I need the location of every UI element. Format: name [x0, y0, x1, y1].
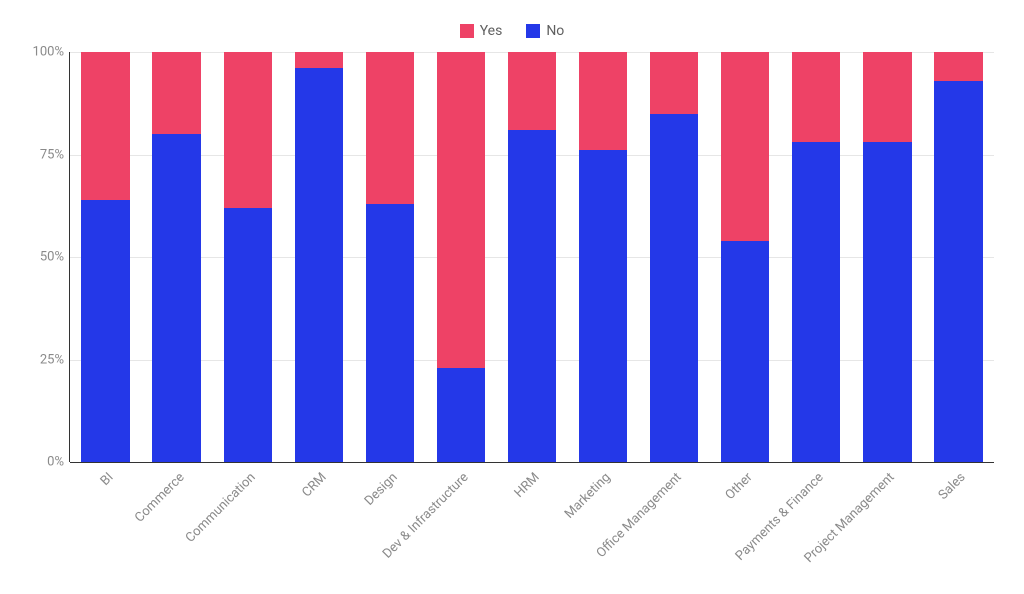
bar-slot [70, 52, 141, 462]
bar-segment-no [366, 204, 414, 462]
y-tick-label: 50% [20, 250, 64, 265]
bar-slot [496, 52, 567, 462]
bar-segment-no [224, 208, 272, 462]
x-label-slot: HRM [496, 462, 567, 572]
stacked-bar [152, 52, 200, 462]
bars-row [70, 52, 994, 462]
bar-segment-no [437, 368, 485, 462]
y-axis-line [69, 52, 70, 462]
bar-segment-yes [437, 52, 485, 368]
y-tick-label: 25% [20, 352, 64, 367]
y-tick-label: 100% [20, 45, 64, 60]
stacked-bar [792, 52, 840, 462]
bar-slot [141, 52, 212, 462]
x-label-slot: BI [70, 462, 141, 572]
bar-segment-no [81, 200, 129, 462]
bar-segment-no [508, 130, 556, 462]
stacked-bar [295, 52, 343, 462]
bar-slot [568, 52, 639, 462]
bar-segment-yes [721, 52, 769, 241]
stacked-bar [934, 52, 982, 462]
x-tick-label: Marketing [562, 470, 614, 522]
plot-area: 0%25%50%75%100% [70, 52, 994, 462]
legend-swatch-no [526, 24, 540, 38]
x-tick-label: Other [723, 470, 756, 503]
bar-slot [781, 52, 852, 462]
x-tick-label: BI [97, 470, 116, 489]
bar-segment-yes [224, 52, 272, 208]
bar-slot [923, 52, 994, 462]
bar-segment-no [295, 68, 343, 462]
x-tick-label: HRM [512, 470, 543, 501]
stacked-bar [366, 52, 414, 462]
bar-segment-no [650, 114, 698, 463]
bar-slot [852, 52, 923, 462]
x-label-slot: CRM [283, 462, 354, 572]
bar-slot [283, 52, 354, 462]
stacked-bar [508, 52, 556, 462]
bar-segment-yes [366, 52, 414, 204]
x-label-slot: Office Management [639, 462, 710, 572]
bar-segment-no [152, 134, 200, 462]
bar-slot [710, 52, 781, 462]
x-tick-label: CRM [299, 470, 329, 500]
bar-slot [639, 52, 710, 462]
x-label-slot: Communication [212, 462, 283, 572]
bar-segment-no [863, 142, 911, 462]
bar-segment-no [934, 81, 982, 462]
bar-segment-no [579, 150, 627, 462]
bar-segment-yes [579, 52, 627, 150]
bar-segment-yes [81, 52, 129, 200]
bar-slot [212, 52, 283, 462]
legend-item-no: No [526, 23, 564, 39]
bar-segment-yes [792, 52, 840, 142]
bar-segment-yes [650, 52, 698, 114]
x-axis-labels: BICommerceCommunicationCRMDesignDev & In… [70, 462, 994, 572]
x-label-slot: Dev & Infrastructure [425, 462, 496, 572]
bar-segment-no [792, 142, 840, 462]
bar-segment-yes [152, 52, 200, 134]
bar-slot [354, 52, 425, 462]
x-label-slot: Sales [923, 462, 994, 572]
bar-slot [425, 52, 496, 462]
bar-segment-yes [934, 52, 982, 81]
stacked-bar [224, 52, 272, 462]
legend-swatch-yes [460, 24, 474, 38]
legend-item-yes: Yes [460, 23, 503, 39]
y-tick-label: 0% [20, 455, 64, 470]
x-label-slot: Project Management [852, 462, 923, 572]
stacked-bar [81, 52, 129, 462]
x-tick-label: Sales [936, 470, 969, 503]
bar-segment-yes [295, 52, 343, 68]
x-tick-label: Design [362, 470, 401, 509]
stacked-bar [437, 52, 485, 462]
stacked-bar [650, 52, 698, 462]
stacked-bar [721, 52, 769, 462]
bar-segment-no [721, 241, 769, 462]
y-tick-label: 75% [20, 147, 64, 162]
bar-segment-yes [508, 52, 556, 130]
legend-label-no: No [546, 23, 564, 39]
bar-segment-yes [863, 52, 911, 142]
stacked-bar [863, 52, 911, 462]
stacked-bar [579, 52, 627, 462]
legend-label-yes: Yes [480, 23, 503, 39]
legend: Yes No [20, 20, 1004, 42]
chart-container: Yes No 0%25%50%75%100% BICommerceCommuni… [20, 20, 1004, 574]
